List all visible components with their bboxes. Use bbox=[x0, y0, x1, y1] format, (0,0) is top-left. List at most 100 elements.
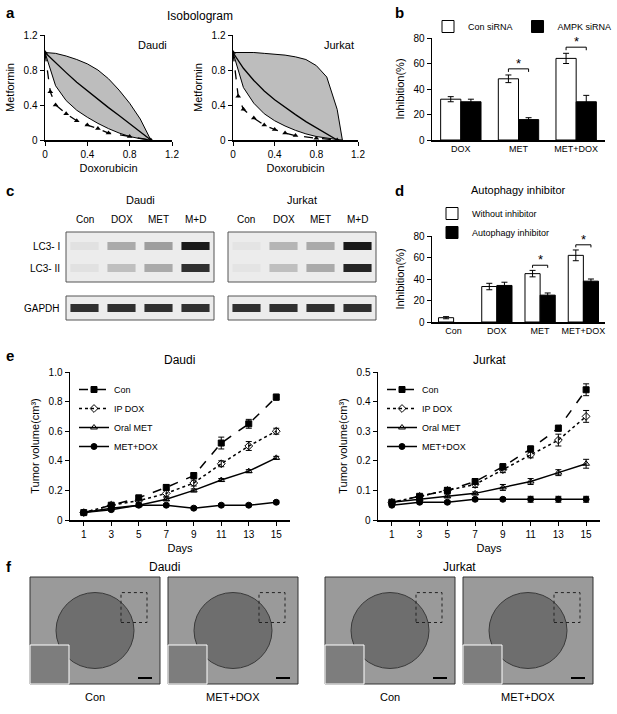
svg-text:40: 40 bbox=[413, 84, 425, 95]
svg-text:Without inhibitor: Without inhibitor bbox=[472, 209, 537, 219]
svg-text:d: d bbox=[395, 182, 404, 199]
svg-text:a: a bbox=[6, 4, 15, 21]
svg-text:LC3- I: LC3- I bbox=[33, 241, 60, 252]
svg-text:13: 13 bbox=[243, 529, 255, 540]
svg-text:Con: Con bbox=[85, 691, 105, 703]
svg-text:MET+DOX: MET+DOX bbox=[206, 691, 260, 703]
svg-text:5: 5 bbox=[136, 529, 142, 540]
svg-text:1.2: 1.2 bbox=[351, 149, 365, 160]
svg-text:Inhibition(%): Inhibition(%) bbox=[394, 248, 406, 309]
svg-text:IP DOX: IP DOX bbox=[114, 404, 144, 414]
svg-text:60: 60 bbox=[413, 252, 425, 263]
svg-text:LC3- II: LC3- II bbox=[30, 263, 60, 274]
svg-text:Jurkat: Jurkat bbox=[287, 194, 317, 206]
svg-text:Con: Con bbox=[445, 326, 462, 336]
svg-text:20: 20 bbox=[413, 295, 425, 306]
svg-text:0.6: 0.6 bbox=[49, 426, 63, 437]
svg-text:Daudi: Daudi bbox=[138, 39, 167, 51]
svg-text:0: 0 bbox=[419, 135, 425, 146]
svg-text:0.2: 0.2 bbox=[49, 485, 63, 496]
svg-text:1: 1 bbox=[389, 529, 395, 540]
svg-text:Doxorubicin: Doxorubicin bbox=[79, 162, 137, 174]
svg-text:MET+DOX: MET+DOX bbox=[422, 442, 466, 452]
svg-text:0: 0 bbox=[32, 135, 38, 146]
svg-text:Metformin: Metformin bbox=[192, 63, 204, 112]
svg-text:MET+DOX: MET+DOX bbox=[501, 691, 555, 703]
svg-text:80: 80 bbox=[413, 33, 425, 44]
svg-text:0.4: 0.4 bbox=[49, 455, 63, 466]
svg-text:0: 0 bbox=[230, 149, 236, 160]
svg-text:1.2: 1.2 bbox=[212, 30, 226, 41]
svg-text:Con: Con bbox=[114, 385, 131, 395]
svg-text:Oral MET: Oral MET bbox=[422, 423, 461, 433]
svg-text:0: 0 bbox=[57, 515, 63, 526]
svg-text:Daudi: Daudi bbox=[126, 194, 155, 206]
svg-text:0.8: 0.8 bbox=[24, 65, 38, 76]
svg-text:e: e bbox=[6, 347, 14, 364]
svg-text:Con: Con bbox=[422, 385, 439, 395]
svg-text:0.1: 0.1 bbox=[357, 485, 371, 496]
svg-text:Autophagy inhibitor: Autophagy inhibitor bbox=[471, 184, 566, 196]
svg-text:11: 11 bbox=[525, 529, 536, 540]
svg-text:80: 80 bbox=[413, 231, 425, 242]
svg-text:0: 0 bbox=[42, 149, 48, 160]
svg-text:0: 0 bbox=[419, 317, 425, 328]
svg-text:3: 3 bbox=[417, 529, 423, 540]
svg-text:Oral MET: Oral MET bbox=[114, 423, 153, 433]
svg-text:0.3: 0.3 bbox=[357, 426, 371, 437]
svg-text:f: f bbox=[6, 558, 12, 575]
svg-text:Con siRNA: Con siRNA bbox=[468, 22, 513, 32]
svg-text:0.5: 0.5 bbox=[357, 367, 371, 378]
svg-text:b: b bbox=[395, 4, 404, 21]
svg-text:0.8: 0.8 bbox=[212, 65, 226, 76]
svg-text:M+D: M+D bbox=[347, 214, 368, 225]
svg-text:1.0: 1.0 bbox=[49, 367, 63, 378]
svg-text:MET+DOX: MET+DOX bbox=[561, 326, 605, 336]
svg-text:40: 40 bbox=[413, 274, 425, 285]
svg-text:DOX: DOX bbox=[487, 326, 507, 336]
svg-text:AMPK siRNA: AMPK siRNA bbox=[558, 22, 612, 32]
svg-text:0.8: 0.8 bbox=[123, 149, 137, 160]
svg-text:0.8: 0.8 bbox=[49, 396, 63, 407]
svg-text:9: 9 bbox=[191, 529, 197, 540]
svg-text:11: 11 bbox=[216, 529, 227, 540]
svg-text:0.4: 0.4 bbox=[212, 100, 226, 111]
svg-text:Inhibition(%): Inhibition(%) bbox=[394, 58, 406, 119]
svg-text:15: 15 bbox=[271, 529, 283, 540]
svg-text:Metformin: Metformin bbox=[4, 63, 16, 112]
svg-text:Con: Con bbox=[237, 214, 255, 225]
svg-text:0.4: 0.4 bbox=[80, 149, 94, 160]
svg-text:0.8: 0.8 bbox=[309, 149, 323, 160]
svg-text:3: 3 bbox=[108, 529, 114, 540]
svg-text:Daudi: Daudi bbox=[149, 560, 180, 574]
svg-text:0.4: 0.4 bbox=[24, 100, 38, 111]
svg-text:MET+DOX: MET+DOX bbox=[114, 442, 158, 452]
svg-text:DOX: DOX bbox=[111, 214, 133, 225]
svg-text:0: 0 bbox=[365, 515, 371, 526]
svg-text:0: 0 bbox=[220, 135, 226, 146]
svg-text:60: 60 bbox=[413, 58, 425, 69]
svg-text:Con: Con bbox=[76, 214, 94, 225]
svg-text:9: 9 bbox=[500, 529, 506, 540]
svg-text:Tumor volume(cm³): Tumor volume(cm³) bbox=[337, 398, 349, 494]
svg-text:Doxorubicin: Doxorubicin bbox=[266, 162, 324, 174]
svg-text:*: * bbox=[538, 252, 543, 267]
svg-text:1.2: 1.2 bbox=[24, 30, 38, 41]
svg-text:MET: MET bbox=[509, 144, 529, 154]
svg-text:Isobologram: Isobologram bbox=[167, 9, 233, 23]
svg-text:7: 7 bbox=[472, 529, 478, 540]
svg-text:Daudi: Daudi bbox=[164, 353, 195, 367]
svg-text:1.2: 1.2 bbox=[165, 149, 179, 160]
svg-text:Days: Days bbox=[476, 542, 502, 554]
svg-text:Jurkat: Jurkat bbox=[324, 39, 354, 51]
svg-text:Tumor volume(cm³): Tumor volume(cm³) bbox=[29, 398, 41, 494]
svg-text:0.4: 0.4 bbox=[357, 396, 371, 407]
svg-text:0.4: 0.4 bbox=[268, 149, 282, 160]
svg-text:MET: MET bbox=[148, 214, 169, 225]
svg-text:*: * bbox=[516, 56, 521, 71]
svg-text:Autophagy inhibitor: Autophagy inhibitor bbox=[472, 228, 549, 238]
svg-text:0.2: 0.2 bbox=[357, 455, 371, 466]
svg-text:Jurkat: Jurkat bbox=[473, 353, 506, 367]
svg-text:DOX: DOX bbox=[451, 144, 471, 154]
svg-text:MET: MET bbox=[531, 326, 551, 336]
